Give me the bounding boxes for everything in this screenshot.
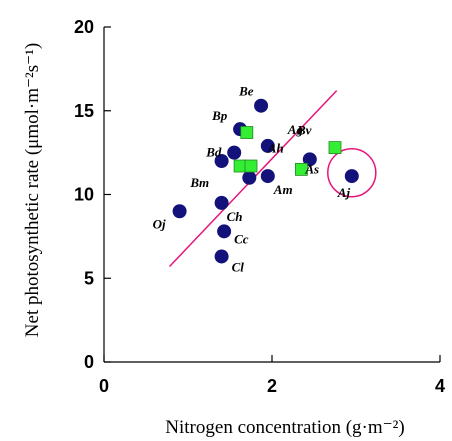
data-point-square [240, 126, 254, 139]
x-tick-label: 0 [99, 376, 109, 396]
data-point-circle [242, 170, 257, 185]
data-point-square [233, 159, 247, 173]
y-tick-label: 15 [74, 101, 94, 121]
chart-point-labels: Be Bp Bd Ag Bm Am Ah Aj Ch Oj Cc Cl As Bv [153, 84, 351, 275]
point-label: Cl [232, 259, 245, 274]
data-point-circle [172, 204, 187, 219]
x-axis-title: Nitrogen concentration (g·m⁻²) [165, 417, 404, 438]
point-label: Ch [227, 209, 243, 224]
chart-axes [103, 26, 441, 363]
data-point-circle [214, 249, 229, 264]
point-label: Bv [296, 123, 312, 138]
x-tick-label: 4 [435, 376, 445, 396]
y-tick-label: 0 [84, 352, 94, 372]
data-point-circle [214, 195, 229, 210]
point-label: Bd [205, 145, 222, 160]
point-label: As [304, 161, 319, 176]
y-tick-label: 10 [74, 185, 94, 205]
data-point-circle [344, 169, 359, 184]
data-point-circle [227, 145, 242, 160]
y-axis-title: Net photosynthetic rate (μmol·m⁻²s⁻¹) [22, 43, 43, 337]
data-point-square [244, 159, 258, 173]
point-label: Am [273, 182, 293, 197]
point-label: Bp [211, 108, 228, 123]
point-label: Ah [267, 140, 284, 155]
point-label: Aj [337, 185, 351, 200]
y-tick-label: 5 [84, 268, 94, 288]
chart-tick-labels: 0 5 10 15 20 0 2 4 [74, 17, 445, 396]
chart-marks [168, 90, 377, 268]
data-point-circle [214, 154, 229, 168]
point-label: Ag [287, 122, 304, 137]
data-point-circle [254, 98, 269, 113]
point-label: Cc [234, 231, 249, 246]
data-point-circle [260, 138, 275, 153]
data-point-square [294, 162, 308, 176]
y-tick-label: 20 [74, 17, 94, 37]
highlight-circle [327, 147, 377, 198]
point-label: Oj [153, 216, 166, 231]
x-tick-label: 2 [267, 376, 277, 396]
data-point-circle [302, 152, 317, 167]
data-point-square [328, 141, 342, 155]
data-point-circle [217, 224, 232, 239]
point-label: Bm [189, 175, 209, 190]
data-point-circle [260, 169, 275, 184]
point-label: Be [238, 84, 254, 99]
